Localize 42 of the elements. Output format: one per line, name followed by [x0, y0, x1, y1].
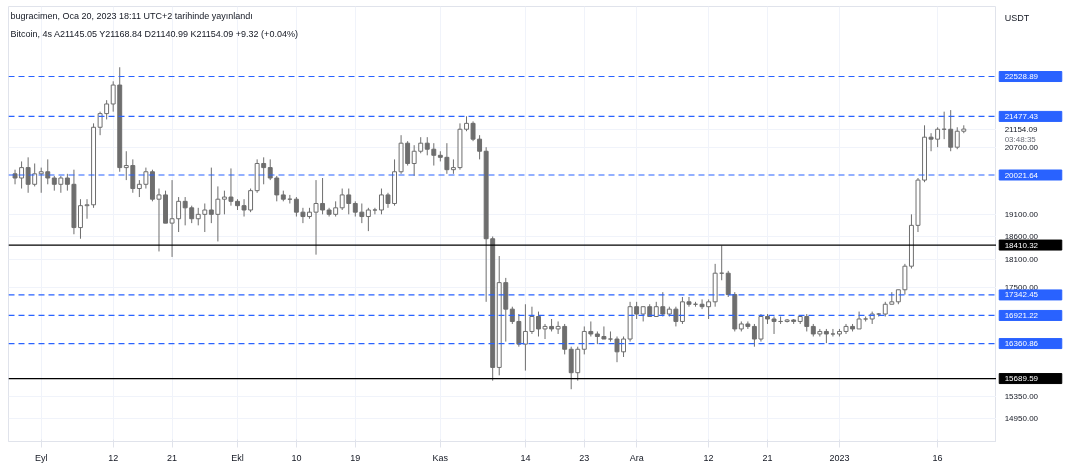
ref-line-label: 17342.45: [1004, 290, 1039, 300]
x-tick-label: 12: [703, 452, 714, 463]
y-tick-label: 18600.00: [1004, 232, 1039, 241]
ref-line-label: 16921.22: [1004, 310, 1039, 320]
y-tick-label: 20700.00: [1004, 142, 1039, 152]
y-tick-label: 21154.09: [1004, 124, 1038, 134]
ref-line-label: 21477.43: [1004, 111, 1039, 121]
x-tick-label: 14: [520, 452, 531, 463]
y-tick-label: 15350.00: [1004, 392, 1039, 402]
chart-title: bugracimen, Oca 20, 2023 18:11 UTC+2 tarihinde yayınlandı: [10, 10, 253, 21]
x-tick-label: Ara: [629, 452, 644, 463]
candlestick: [830, 328, 836, 338]
x-tick-label: 21: [167, 452, 178, 463]
y-tick-label: 18100.00: [1004, 254, 1039, 264]
ref-line-label: 15689.59: [1004, 374, 1039, 384]
text: Bitcoin, 4s A21145.05 Y21168.84 D21140.99 K21154.09 +9.32 (+0.04%): [10, 28, 298, 39]
ref-line-label: 20021.64: [1004, 170, 1039, 180]
x-tick-label: Kas: [432, 452, 449, 463]
candlestick: [274, 175, 280, 202]
x-tick-label: 19: [350, 452, 361, 463]
x-tick-label: Ekl: [231, 452, 244, 463]
x-tick-label: 21: [762, 452, 773, 463]
ref-line-label: 22528.89: [1004, 72, 1039, 82]
x-tick-label: 12: [108, 452, 119, 463]
candlestick: [477, 134, 483, 160]
candlestick: [372, 207, 378, 215]
candlestick: [725, 270, 731, 298]
y-tick-label: 19100.00: [1004, 209, 1039, 219]
ref-line-label: 16360.86: [1004, 339, 1039, 349]
y-tick-label: 14950.00: [1004, 414, 1039, 424]
text: 03:48:35: [1004, 134, 1037, 144]
candlestick: [365, 207, 371, 232]
candlestick: [176, 196, 182, 233]
y-axis-title: USDT: [1004, 12, 1030, 23]
y-tick-label: 17500.00: [1004, 282, 1039, 292]
x-tick-label: 10: [291, 452, 302, 463]
ref-line-label: 18410.32: [1004, 240, 1039, 250]
x-tick-label: 2023: [829, 452, 850, 463]
x-tick-label: 23: [579, 452, 590, 463]
x-tick-label: 16: [932, 452, 943, 463]
candlestick: [948, 109, 954, 152]
x-tick-label: Eyl: [34, 452, 48, 463]
